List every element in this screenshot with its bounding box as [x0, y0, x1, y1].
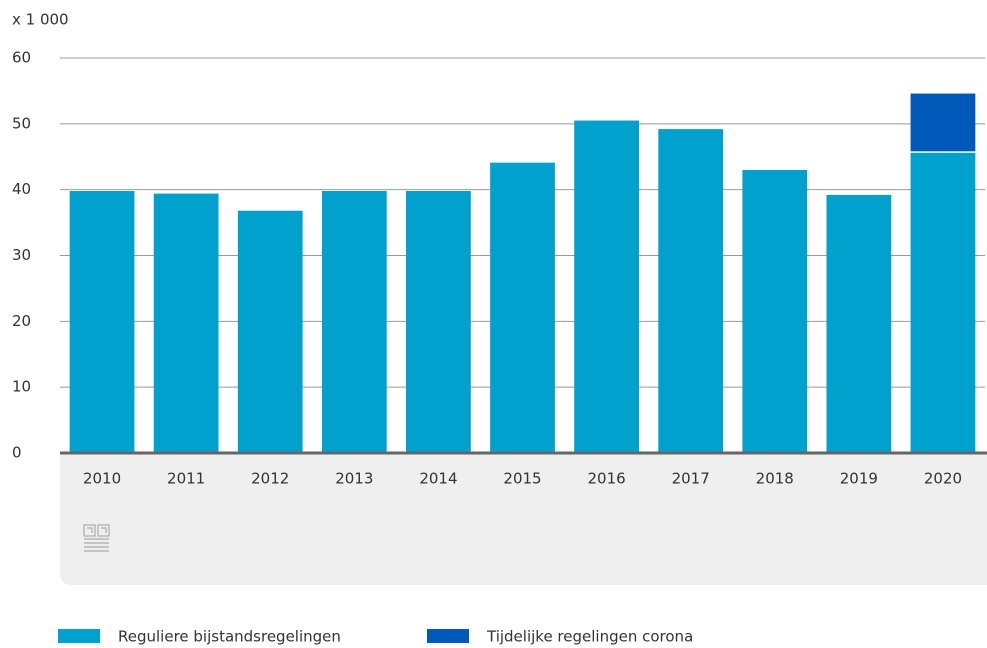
y-tick-label: 30 [12, 246, 31, 264]
y-tick-label: 10 [12, 378, 31, 396]
logo [83, 524, 110, 552]
y-tick-label: 0 [12, 444, 22, 462]
bar [826, 194, 892, 453]
bar [910, 93, 976, 152]
x-tick-label: 2017 [672, 470, 710, 488]
legend-label: Tijdelijke regelingen corona [486, 628, 693, 646]
y-tick-label: 50 [12, 114, 31, 132]
y-tick-label: 40 [12, 180, 31, 198]
legend-swatch [427, 629, 469, 643]
y-tick-label: 20 [12, 312, 31, 330]
bar [910, 152, 976, 454]
x-tick-label: 2015 [503, 470, 541, 488]
x-axis-band [60, 453, 987, 585]
x-tick-label: 2014 [419, 470, 457, 488]
bar [742, 169, 808, 453]
y-tick-label: 60 [12, 49, 31, 67]
x-tick-label: 2018 [756, 470, 794, 488]
bar [406, 190, 471, 453]
x-tick-label: 2012 [251, 470, 289, 488]
bar [574, 120, 639, 454]
x-tick-label: 2010 [83, 470, 121, 488]
x-tick-label: 2016 [587, 470, 625, 488]
bar [69, 190, 135, 453]
bar [321, 190, 387, 453]
legend-swatch [58, 629, 100, 643]
bar [237, 210, 303, 453]
bar [490, 162, 555, 454]
x-tick-label: 2013 [335, 470, 373, 488]
bar [153, 193, 219, 453]
x-tick-label: 2020 [924, 470, 962, 488]
bar [658, 129, 724, 453]
x-tick-label: 2019 [840, 470, 878, 488]
x-tick-label: 2011 [167, 470, 205, 488]
legend-label: Reguliere bijstandsregelingen [118, 628, 341, 646]
y-axis-label: x 1 000 [12, 11, 69, 29]
